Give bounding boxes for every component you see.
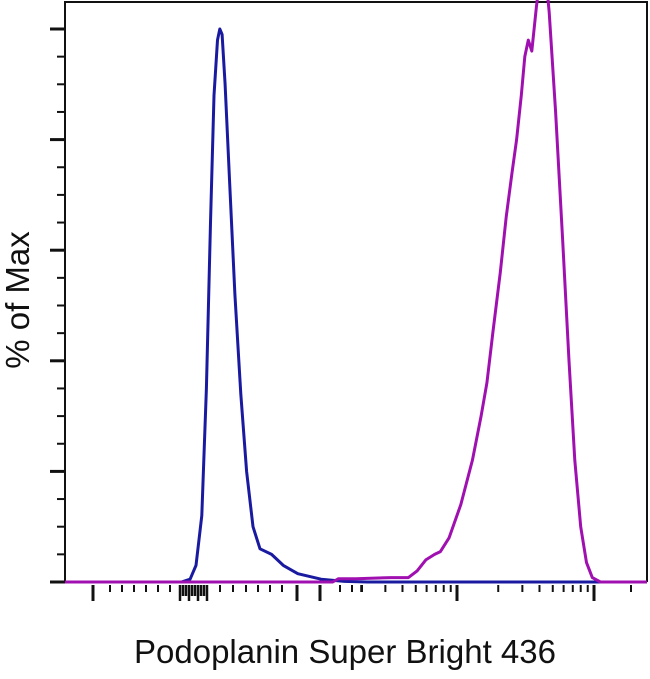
y-axis-ticks <box>50 27 65 584</box>
histogram-curves <box>65 0 647 584</box>
control-histogram-line <box>65 27 647 584</box>
x-axis-label: Podoplanin Super Bright 436 <box>134 633 556 670</box>
x-axis-ticks <box>91 585 632 601</box>
stained-histogram-line <box>65 0 647 584</box>
y-axis-label: % of Max <box>0 231 36 369</box>
plot-frame <box>64 1 648 582</box>
histogram-plot <box>50 0 648 601</box>
plot-border <box>64 1 648 582</box>
